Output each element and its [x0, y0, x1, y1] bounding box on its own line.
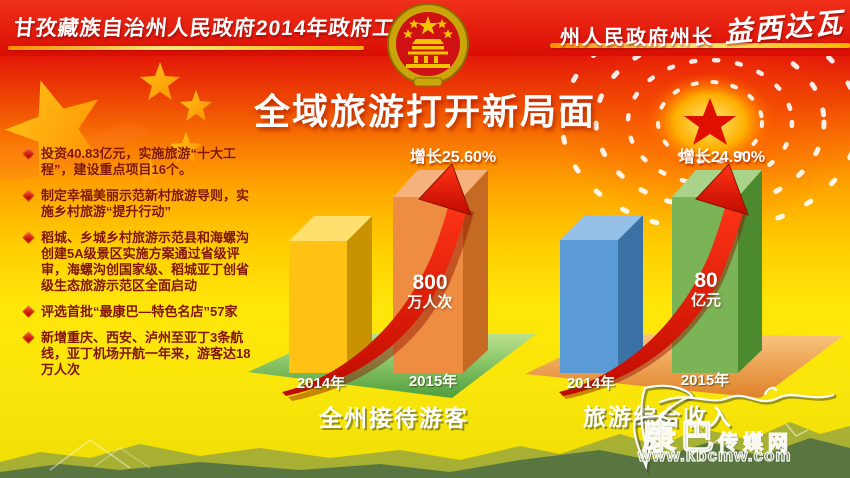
kbcmw-logo-icon — [633, 384, 837, 476]
watermark-url: www.kbcmw.com — [637, 445, 792, 465]
highlights-list: 投资40.83亿元，实施旅游“十大工程”，建设重点项目16个。 制定幸福美丽示范… — [22, 146, 258, 388]
list-item: 制定幸福美丽示范新村旅游导则，实施乡村旅游“提升行动” — [22, 188, 258, 220]
chart2-growth-label: 增长24.90% — [678, 149, 766, 166]
bullet-text: 新增重庆、西安、泸州至亚丁3条航线，亚丁机场开航一年来，游客达18万人次 — [41, 330, 251, 377]
governor-label: 州人民政府州长 — [560, 27, 714, 49]
mountains-silhouette — [0, 422, 850, 478]
china-national-emblem-icon — [387, 3, 469, 87]
chart2-year-2015: 2015年 — [680, 372, 730, 389]
gold-divider-right — [550, 43, 850, 48]
diamond-bullet-icon — [22, 189, 35, 202]
chart2-value: 80 — [694, 269, 718, 292]
chart1-growth-arrow-icon — [282, 163, 474, 401]
watermark-name-secondary: 传媒网 — [717, 431, 793, 454]
list-item: 评选首批“最康巴—特色名店”57家 — [22, 304, 258, 320]
chart2-unit: 亿元 — [690, 292, 721, 309]
gold-divider-left — [8, 46, 364, 50]
chart2-bar-2014 — [560, 215, 643, 373]
list-item: 投资40.83亿元，实施旅游“十大工程”，建设重点项目16个。 — [22, 146, 258, 178]
chart1-bar-2014 — [289, 216, 372, 373]
diamond-bullet-icon — [22, 147, 35, 160]
list-item: 稻城、乡城乡村旅游示范县和海螺沟创建5A级景区实施方案通过省级评审，海螺沟创国家… — [22, 230, 258, 294]
bullet-text: 稻城、乡城乡村旅游示范县和海螺沟创建5A级景区实施方案通过省级评审，海螺沟创国家… — [41, 230, 250, 293]
chart2-growth-arrow-icon — [559, 163, 749, 399]
kbcmw-watermark: 康巴 传媒网 www.kbcmw.com — [590, 380, 850, 478]
diamond-bullet-icon — [22, 305, 35, 318]
gold-flag-stars-icon — [0, 62, 212, 184]
chart1-unit: 万人次 — [407, 294, 453, 311]
chart2-year-2014: 2014年 — [566, 375, 616, 392]
diamond-bullet-icon — [22, 331, 35, 344]
diamond-bullet-icon — [22, 231, 35, 244]
bullet-text: 评选首批“最康巴—特色名店”57家 — [41, 304, 238, 319]
chart1-growth-label: 增长25.60% — [409, 149, 497, 166]
bullet-text: 投资40.83亿元，实施旅游“十大工程”，建设重点项目16个。 — [41, 146, 237, 177]
chart1-title: 全州接待游客 — [319, 405, 469, 431]
chart2-bar-value: 80 亿元 — [674, 269, 738, 310]
bullet-text: 制定幸福美丽示范新村旅游导则，实施乡村旅游“提升行动” — [41, 188, 250, 219]
chart1-value: 800 — [412, 271, 448, 294]
watermark-name-primary: 康巴 — [641, 418, 718, 457]
list-item: 新增重庆、西安、泸州至亚丁3条航线，亚丁机场开航一年来，游客达18万人次 — [22, 330, 258, 378]
chart1-bar-value: 800 万人次 — [396, 271, 464, 312]
chart1-year-2015: 2015年 — [408, 373, 458, 390]
slide-title: 全域旅游打开新局面 — [253, 91, 596, 132]
chart1-year-2014: 2014年 — [296, 375, 346, 392]
